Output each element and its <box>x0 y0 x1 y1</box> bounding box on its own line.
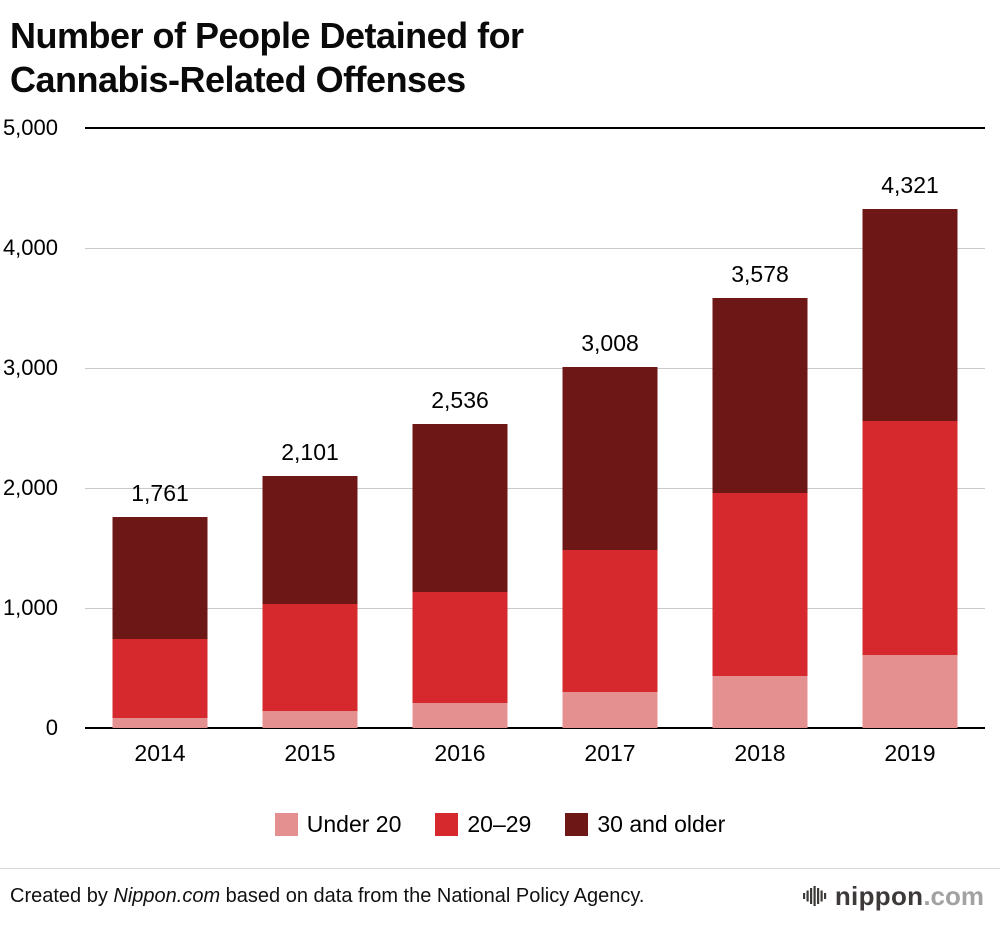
legend-item: 30 and older <box>565 811 725 838</box>
bar-total-label: 2,536 <box>431 386 489 413</box>
credit-text: Created by Nippon.com based on data from… <box>10 883 644 910</box>
bar-2017 <box>562 366 658 728</box>
x-tick-label: 2014 <box>134 739 186 766</box>
bar-slot: 2,536 <box>385 128 535 728</box>
title-line-2: Cannabis-Related Offenses <box>10 58 466 100</box>
bar-2015 <box>262 475 358 728</box>
credit-prefix: Created by <box>10 884 114 907</box>
bar-2019 <box>862 209 958 728</box>
x-tick-label: 2015 <box>284 739 336 766</box>
bar-total-label: 3,578 <box>731 261 789 288</box>
bar-segment <box>412 591 508 703</box>
footer: Created by Nippon.com based on data from… <box>0 867 1000 912</box>
bar-segment <box>862 420 958 655</box>
legend-label: Under 20 <box>306 810 402 837</box>
bar-segment <box>262 711 358 728</box>
bar-2018 <box>712 298 808 728</box>
bar-segment <box>712 492 808 677</box>
bar-segment <box>562 550 658 693</box>
bar-segment <box>112 639 208 719</box>
x-tick-label: 2018 <box>734 739 786 766</box>
bar-2014 <box>112 516 208 728</box>
bar-slot: 4,321 <box>835 128 985 728</box>
source-name: Nippon.com <box>113 884 221 907</box>
bar-segment <box>112 516 208 640</box>
bar-segment <box>712 298 808 493</box>
y-axis-labels: 0 1,000 2,000 3,000 4,000 5,000 <box>0 115 58 740</box>
title-line-1: Number of People Detained for <box>10 15 524 56</box>
bar-segment <box>562 366 658 551</box>
bar-total-label: 3,008 <box>581 329 639 356</box>
bar-segment <box>562 692 658 728</box>
bar-segment <box>712 676 808 728</box>
chart-area: 0 1,000 2,000 3,000 4,000 5,000 1,761 2,101 2,5… <box>3 115 985 740</box>
gridline <box>85 367 985 369</box>
bar-slot: 1,761 <box>85 128 235 728</box>
x-tick-label: 2016 <box>434 739 486 766</box>
x-axis-labels: 2014 2015 2016 2017 2018 2019 <box>85 740 985 767</box>
bar-segment <box>862 654 958 728</box>
y-tick-label: 1,000 <box>2 594 58 620</box>
legend-swatch <box>435 812 459 836</box>
gridline <box>85 726 985 729</box>
plot-area: 1,761 2,101 2,536 3,008 3,578 4,321 <box>85 126 985 729</box>
legend: Under 20 20–29 30 and older <box>0 811 1000 838</box>
bar-segment <box>262 603 358 712</box>
x-tick-label: 2017 <box>584 739 636 766</box>
x-tick-label: 2019 <box>884 739 936 766</box>
legend-item: 20–29 <box>435 811 531 838</box>
legend-swatch <box>274 812 298 836</box>
bar-2016 <box>412 423 508 728</box>
bars-container: 1,761 2,101 2,536 3,008 3,578 4,321 <box>85 128 985 728</box>
logo-tld: .com <box>923 880 984 911</box>
y-tick-label: 2,000 <box>2 474 58 500</box>
y-tick-label: 3,000 <box>2 354 58 380</box>
legend-label: 20–29 <box>467 810 532 837</box>
gridline <box>85 607 985 609</box>
nippon-logo: nippon.com <box>802 881 984 912</box>
y-tick-label: 4,000 <box>2 234 58 260</box>
bar-slot: 2,101 <box>235 128 385 728</box>
bar-segment <box>412 702 508 728</box>
gridline <box>85 126 985 129</box>
soundwave-icon <box>802 886 827 907</box>
credit-suffix: based on data from the National Policy A… <box>220 884 645 907</box>
gridline <box>85 487 985 489</box>
logo-text: nippon <box>834 880 924 911</box>
y-tick-label: 5,000 <box>2 114 58 140</box>
bar-slot: 3,578 <box>685 128 835 728</box>
legend-label: 30 and older <box>597 810 726 837</box>
bar-segment <box>412 423 508 592</box>
gridline <box>85 247 985 249</box>
bar-total-label: 1,761 <box>131 479 189 506</box>
chart-title: Number of People Detained for Cannabis-R… <box>0 14 1000 102</box>
legend-swatch <box>565 812 589 836</box>
y-tick-label: 0 <box>45 714 58 740</box>
bar-segment <box>862 209 958 421</box>
bar-total-label: 4,321 <box>881 172 939 199</box>
bar-segment <box>262 475 358 604</box>
bar-total-label: 2,101 <box>281 438 339 465</box>
bar-slot: 3,008 <box>535 128 685 728</box>
page: Number of People Detained for Cannabis-R… <box>0 14 1000 912</box>
legend-item: Under 20 <box>274 810 402 838</box>
bar-segment <box>112 718 208 728</box>
